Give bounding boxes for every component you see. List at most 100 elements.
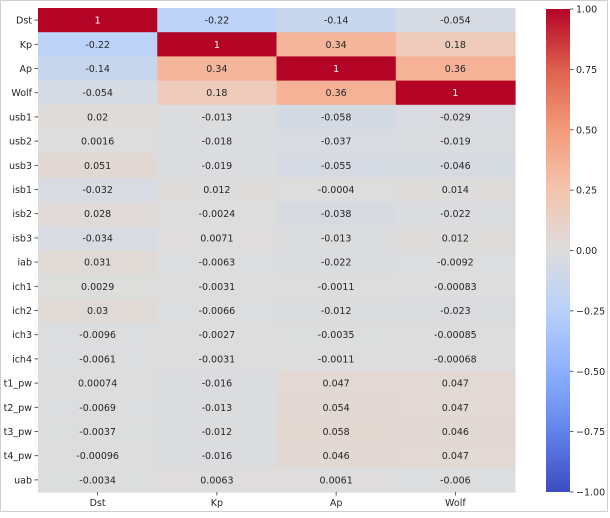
cell-value-label: -0.0066	[199, 306, 236, 317]
x-tick-label: Dst	[90, 498, 106, 509]
heatmap-cell	[395, 104, 516, 130]
heatmap-cell	[276, 104, 397, 130]
heatmap-cell	[276, 56, 397, 82]
heatmap-cell	[395, 80, 516, 106]
cell-value-label: -0.013	[321, 233, 352, 244]
heatmap-cell	[38, 177, 158, 203]
heatmap-cell	[157, 56, 278, 82]
cell-value-label: -0.00096	[76, 451, 119, 462]
cell-value-label: -0.037	[321, 137, 352, 148]
heatmap-cell	[157, 225, 278, 251]
cell-value-label: 0.0029	[81, 282, 114, 293]
cell-value-label: 0.34	[206, 64, 227, 75]
cell-value-label: -0.0024	[199, 209, 236, 220]
colorbar-tick-label: 0.25	[576, 186, 597, 197]
cell-value-label: 0.0071	[200, 233, 233, 244]
heatmap-cell	[157, 153, 278, 178]
cell-value-label: -0.022	[440, 209, 471, 220]
cell-value-label: -0.22	[205, 16, 230, 27]
heatmap-cell	[395, 274, 516, 299]
heatmap-cell	[38, 346, 158, 372]
heatmap-cell	[157, 201, 278, 227]
heatmap-cell	[395, 32, 516, 57]
y-tick-label: usb3	[9, 161, 32, 172]
y-tick-label: Kp	[20, 40, 32, 51]
heatmap-cell	[276, 298, 397, 324]
cell-value-label: 1	[95, 16, 101, 27]
cell-value-label: 0.0063	[200, 475, 233, 486]
cell-value-label: -0.038	[321, 209, 352, 220]
cell-value-label: 0.046	[323, 451, 350, 462]
cell-value-label: 0.058	[323, 427, 350, 438]
heatmap-cell	[157, 419, 278, 445]
heatmap-cell	[38, 201, 158, 227]
heatmap-cell	[276, 395, 397, 420]
cell-value-label: -0.0027	[199, 330, 236, 341]
heatmap-cell	[38, 225, 158, 251]
heatmap-cell	[276, 8, 397, 33]
heatmap-cell	[157, 32, 278, 57]
y-tick-label: ich1	[12, 282, 32, 293]
heatmap-cell	[38, 153, 158, 178]
heatmap-cell	[38, 129, 158, 154]
x-tick-label: Wolf	[445, 498, 466, 509]
heatmap-cell	[157, 250, 278, 275]
heatmap-cell	[38, 250, 158, 275]
heatmap-cell	[157, 274, 278, 299]
heatmap-cell	[157, 80, 278, 106]
heatmap-cells	[38, 8, 516, 493]
cell-value-label: 0.012	[442, 233, 469, 244]
heatmap-cell	[395, 395, 516, 420]
heatmap-cell	[276, 322, 397, 348]
cell-value-label: 1	[214, 40, 220, 51]
heatmap-cell	[395, 225, 516, 251]
heatmap-cell	[38, 32, 158, 57]
heatmap-cell	[38, 56, 158, 82]
cell-value-label: 0.18	[445, 40, 466, 51]
heatmap-cell	[38, 8, 158, 33]
cell-value-label: -0.14	[85, 64, 110, 75]
heatmap-cell	[38, 443, 158, 469]
cell-value-label: 0.031	[84, 258, 111, 269]
heatmap-cell	[276, 443, 397, 469]
heatmap-cell	[276, 419, 397, 445]
cell-value-label: -0.055	[321, 161, 352, 172]
heatmap-cell	[38, 419, 158, 445]
colorbar: 1.00 0.75 0.50 0.25 0.00 −0.25 −0.50 −0.75 −1.00	[546, 5, 605, 499]
heatmap-cell	[157, 467, 278, 493]
heatmap-cell	[395, 371, 516, 396]
cell-value-label: -0.023	[440, 306, 471, 317]
cell-value-label: -0.0011	[318, 354, 355, 365]
cell-value-label: -0.034	[82, 233, 113, 244]
y-tick-label: isb1	[12, 185, 32, 196]
cell-value-label: -0.018	[202, 137, 233, 148]
cell-value-label: 0.047	[442, 403, 469, 414]
heatmap-cell	[276, 153, 397, 178]
y-tick-label: ich4	[12, 354, 32, 365]
cell-value-label: -0.0011	[318, 282, 355, 293]
heatmap-cell	[395, 8, 516, 33]
heatmap-cell	[276, 80, 397, 106]
heatmap-cell	[395, 153, 516, 178]
heatmap-cell	[395, 467, 516, 493]
heatmap-cell	[38, 371, 158, 396]
cell-value-label: -0.0031	[199, 354, 236, 365]
heatmap-cell	[395, 129, 516, 154]
cell-value-label: -0.00068	[434, 354, 477, 365]
cell-value-label: 0.012	[203, 185, 230, 196]
cell-value-label: -0.013	[202, 112, 233, 123]
cell-value-label: 1	[452, 88, 458, 99]
cell-value-label: -0.0096	[79, 330, 116, 341]
cell-value-label: -0.0037	[79, 427, 116, 438]
colorbar-tick-label: 0.75	[576, 65, 597, 76]
colorbar-gradient	[546, 9, 570, 492]
heatmap-cell	[38, 80, 158, 106]
heatmap-cell	[276, 129, 397, 154]
heatmap-cell	[276, 274, 397, 299]
cell-value-label: -0.0035	[318, 330, 355, 341]
cell-value-label: -0.019	[202, 161, 233, 172]
heatmap-cell	[157, 395, 278, 420]
cell-value-label: 0.0016	[81, 137, 114, 148]
heatmap-cell	[38, 274, 158, 299]
heatmap-cell	[395, 322, 516, 348]
